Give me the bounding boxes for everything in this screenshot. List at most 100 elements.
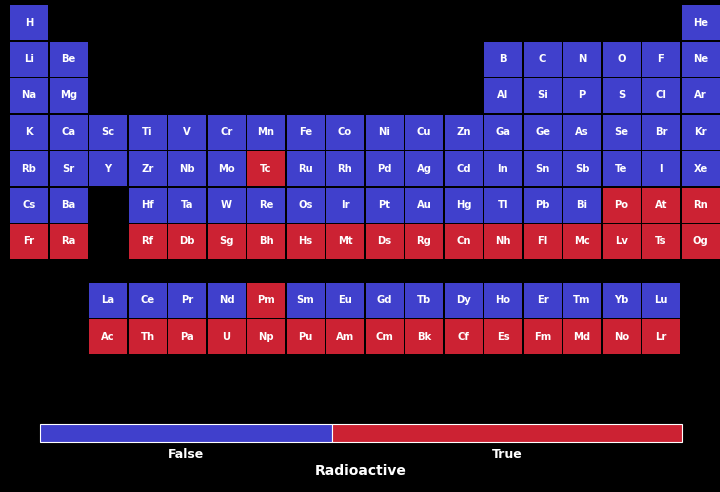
Bar <box>523 41 562 76</box>
Text: Th: Th <box>140 332 155 341</box>
Text: Ti: Ti <box>143 127 153 137</box>
Bar <box>247 224 285 259</box>
Text: Sb: Sb <box>575 163 589 174</box>
Text: Pu: Pu <box>298 332 312 341</box>
Text: Er: Er <box>536 295 549 305</box>
Bar <box>128 151 166 186</box>
Text: C: C <box>539 54 546 64</box>
Bar <box>642 78 680 113</box>
Text: Pt: Pt <box>379 200 390 210</box>
Text: Sg: Sg <box>220 237 234 246</box>
Bar <box>326 319 364 354</box>
Text: Lr: Lr <box>655 332 667 341</box>
Text: Hg: Hg <box>456 200 472 210</box>
Text: Rg: Rg <box>417 237 431 246</box>
Bar <box>89 319 127 354</box>
Text: Sn: Sn <box>535 163 549 174</box>
Bar <box>484 187 522 222</box>
Bar <box>444 187 482 222</box>
Bar <box>642 115 680 150</box>
Text: False: False <box>168 448 204 461</box>
Text: Ag: Ag <box>416 163 431 174</box>
Bar <box>50 187 88 222</box>
Text: At: At <box>654 200 667 210</box>
Text: P: P <box>578 91 585 100</box>
Text: Au: Au <box>417 200 431 210</box>
Bar <box>642 151 680 186</box>
Bar <box>563 282 601 317</box>
Text: Radioactive: Radioactive <box>315 464 407 478</box>
Bar <box>484 224 522 259</box>
Bar <box>682 115 719 150</box>
Bar <box>128 319 166 354</box>
Bar <box>563 41 601 76</box>
Text: Fl: Fl <box>537 237 548 246</box>
Bar <box>523 151 562 186</box>
Text: Pm: Pm <box>257 295 275 305</box>
Bar <box>405 115 443 150</box>
Text: Tl: Tl <box>498 200 508 210</box>
Text: Bk: Bk <box>417 332 431 341</box>
Text: Gd: Gd <box>377 295 392 305</box>
Text: Ds: Ds <box>377 237 392 246</box>
Bar <box>603 78 641 113</box>
Text: Ga: Ga <box>495 127 510 137</box>
Text: F: F <box>657 54 665 64</box>
Text: Si: Si <box>537 91 548 100</box>
Text: Cd: Cd <box>456 163 471 174</box>
Bar <box>247 115 285 150</box>
Text: Tb: Tb <box>417 295 431 305</box>
Text: Ta: Ta <box>181 200 193 210</box>
Bar <box>603 115 641 150</box>
Text: Fm: Fm <box>534 332 551 341</box>
Bar <box>523 187 562 222</box>
Bar <box>207 151 246 186</box>
Text: Po: Po <box>614 200 629 210</box>
Text: N: N <box>578 54 586 64</box>
Bar <box>128 282 166 317</box>
Bar <box>484 282 522 317</box>
Bar <box>89 115 127 150</box>
Bar <box>50 115 88 150</box>
Text: Ir: Ir <box>341 200 349 210</box>
Bar <box>484 78 522 113</box>
Bar <box>10 78 48 113</box>
Bar <box>10 5 48 40</box>
Text: Pb: Pb <box>535 200 550 210</box>
Text: Zr: Zr <box>141 163 153 174</box>
Bar <box>287 115 325 150</box>
Text: Lu: Lu <box>654 295 667 305</box>
Bar <box>207 115 246 150</box>
Bar <box>207 187 246 222</box>
Text: Pd: Pd <box>377 163 392 174</box>
Text: Ts: Ts <box>655 237 667 246</box>
Bar <box>168 151 206 186</box>
Text: Nd: Nd <box>219 295 234 305</box>
Text: Tm: Tm <box>573 295 590 305</box>
Text: Np: Np <box>258 332 274 341</box>
Text: Cl: Cl <box>656 91 667 100</box>
Bar <box>332 424 682 442</box>
Text: Ar: Ar <box>694 91 707 100</box>
Bar <box>682 224 719 259</box>
Text: O: O <box>617 54 626 64</box>
Text: Hs: Hs <box>298 237 312 246</box>
Bar <box>287 282 325 317</box>
Text: S: S <box>618 91 625 100</box>
Text: La: La <box>102 295 114 305</box>
Text: Ca: Ca <box>61 127 76 137</box>
Bar <box>484 115 522 150</box>
Bar <box>247 319 285 354</box>
Text: Fe: Fe <box>299 127 312 137</box>
Text: In: In <box>498 163 508 174</box>
Bar <box>444 319 482 354</box>
Bar <box>247 187 285 222</box>
Bar <box>563 319 601 354</box>
Text: True: True <box>492 448 523 461</box>
Text: Sm: Sm <box>297 295 315 305</box>
Text: U: U <box>222 332 230 341</box>
Text: K: K <box>25 127 33 137</box>
Text: Es: Es <box>497 332 509 341</box>
Text: Ge: Ge <box>535 127 550 137</box>
Text: Og: Og <box>693 237 708 246</box>
